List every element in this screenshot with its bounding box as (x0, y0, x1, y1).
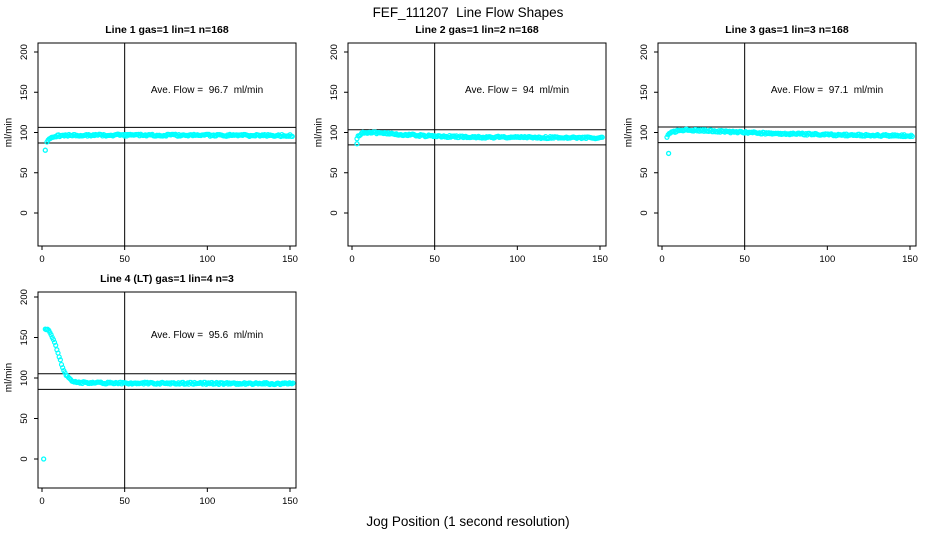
y-tick-label: 50 (19, 413, 30, 424)
y-tick-label: 0 (19, 210, 30, 215)
outlier-point (665, 150, 672, 157)
x-tick-label: 150 (902, 254, 918, 265)
y-tick-label: 50 (19, 167, 30, 178)
y-tick-label: 150 (329, 84, 340, 100)
y-tick-label: 200 (329, 44, 340, 60)
y-tick-label: 100 (19, 370, 30, 386)
y-tick-label: 0 (19, 456, 30, 461)
panel-plot-3: 0 50 100 150 0 50 100 150 200 (639, 42, 918, 265)
x-tick-label: 50 (429, 254, 440, 265)
y-tick-label: 200 (19, 289, 30, 305)
ave-flow-annotation-line3: Ave. Flow = 97.1 ml/min (770, 85, 884, 96)
panel-plot-4: 0 50 100 150 0 50 100 150 200 (19, 289, 298, 507)
x-tick-label: 100 (509, 254, 525, 265)
ave-flow-annotation-line2: Ave. Flow = 94 ml/min (464, 85, 570, 96)
x-tick-label: 100 (819, 254, 835, 265)
x-tick-label: 0 (39, 254, 44, 265)
x-tick-label: 100 (199, 496, 215, 507)
x-tick-label: 50 (739, 254, 750, 265)
y-tick-label: 100 (639, 125, 650, 141)
y-tick-label: 200 (639, 44, 650, 60)
outlier-point (41, 456, 47, 462)
ave-flow-annotation-line1: Ave. Flow = 96.7 ml/min (150, 85, 264, 96)
y-axis-label-line2: ml/min (313, 117, 325, 148)
y-tick-label: 50 (639, 167, 650, 178)
y-tick-label: 0 (639, 210, 650, 215)
x-tick-label: 150 (282, 496, 298, 507)
panel-title-line1: Line 1 gas=1 lin=1 n=168 (105, 24, 229, 36)
x-tick-label: 0 (39, 496, 44, 507)
y-tick-label: 50 (329, 167, 340, 178)
y-axis-label-line4: ml/min (3, 362, 15, 393)
y-tick-label: 200 (19, 44, 30, 60)
x-tick-label: 0 (659, 254, 664, 265)
y-tick-label: 100 (329, 125, 340, 141)
x-tick-label: 150 (282, 254, 298, 265)
panel-title-line4: Line 4 (LT) gas=1 lin=4 n=3 (100, 273, 234, 285)
x-tick-label: 50 (119, 496, 130, 507)
y-tick-label: 150 (639, 84, 650, 100)
panel-title-line2: Line 2 gas=1 lin=2 n=168 (415, 24, 539, 36)
panel-plot-2: 0 50 100 150 0 50 100 150 200 (329, 42, 608, 265)
y-axis-label-line1: ml/min (3, 117, 15, 148)
figure-title: FEF_111207 Line Flow Shapes (372, 5, 564, 20)
outlier-point (354, 141, 360, 147)
y-tick-label: 150 (19, 84, 30, 100)
x-tick-label: 100 (199, 254, 215, 265)
panel-plot-1: 0 50 100 150 0 50 100 150 200 (19, 42, 298, 265)
y-axis-label-line3: ml/min (623, 117, 635, 148)
panel-title-line3: Line 3 gas=1 lin=3 n=168 (725, 24, 849, 36)
y-tick-label: 0 (329, 210, 340, 215)
y-tick-label: 150 (19, 330, 30, 346)
x-axis-label: Jog Position (1 second resolution) (366, 514, 570, 529)
ave-flow-annotation-line4: Ave. Flow = 95.6 ml/min (150, 330, 264, 341)
outlier-point (42, 147, 48, 153)
y-tick-label: 100 (19, 125, 30, 141)
x-tick-label: 50 (119, 254, 130, 265)
x-tick-label: 0 (349, 254, 354, 265)
x-tick-label: 150 (592, 254, 608, 265)
